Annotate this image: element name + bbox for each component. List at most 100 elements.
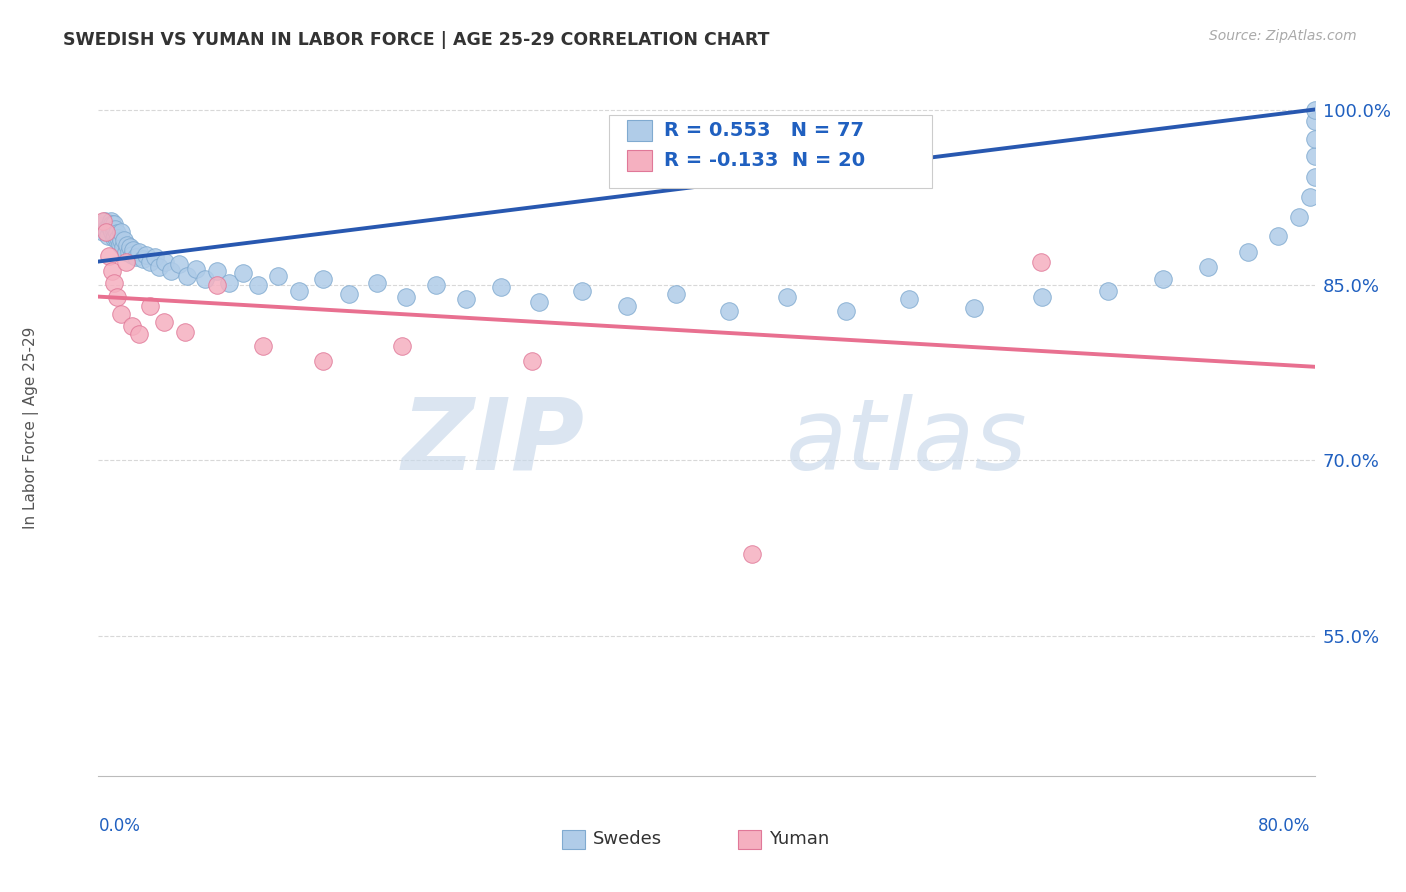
Point [718,303,741,318]
Text: SWEDISH VS YUMAN IN LABOR FORCE | AGE 25-29 CORRELATION CHART: SWEDISH VS YUMAN IN LABOR FORCE | AGE 25… [63,31,769,49]
Point [101,217,124,231]
Point [1031,290,1053,304]
Point [1303,149,1326,163]
FancyBboxPatch shape [609,115,932,188]
Bar [627,120,652,141]
Point [114,245,136,260]
Text: Yuman: Yuman [769,830,830,848]
Point [122,243,145,257]
Point [1303,132,1326,146]
Point [118,245,141,260]
Point [174,325,197,339]
Point [107,231,129,245]
Point [105,234,128,248]
Point [1299,190,1322,204]
Point [135,247,157,261]
Point [103,276,125,290]
Point [101,264,124,278]
Point [665,287,688,301]
Point [91,213,114,227]
Point [337,287,360,301]
Point [776,290,799,304]
Point [152,315,174,329]
Point [252,339,274,353]
Point [456,292,478,306]
Point [160,264,183,278]
Point [1303,103,1326,117]
Point [288,284,311,298]
Point [121,318,143,333]
Point [105,290,128,304]
Point [94,221,117,235]
Point [1303,170,1326,185]
Point [218,276,240,290]
Point [1197,260,1219,275]
Bar [627,150,652,170]
Point [312,272,335,286]
Point [143,250,166,264]
Point [117,238,139,252]
Point [1267,228,1289,243]
Point [100,213,122,227]
Point [1236,245,1258,260]
Point [835,303,858,318]
Text: R = 0.553   N = 77: R = 0.553 N = 77 [664,121,863,140]
Text: 0.0%: 0.0% [98,817,141,835]
Point [91,225,114,239]
Text: In Labor Force | Age 25-29: In Labor Force | Age 25-29 [22,327,39,529]
Point [267,268,290,283]
Point [98,219,121,234]
Point [247,277,270,292]
Point [131,252,153,267]
Point [139,254,162,268]
Point [491,280,513,294]
Text: Source: ZipAtlas.com: Source: ZipAtlas.com [1209,29,1357,43]
Point [963,301,986,316]
Point [391,339,413,353]
Point [184,261,207,276]
Point [110,307,132,321]
Point [100,221,122,235]
Point [1288,210,1310,224]
Point [155,254,177,268]
Text: ZIP: ZIP [402,393,585,491]
Point [1029,254,1052,268]
Point [93,213,115,227]
Point [110,234,132,248]
Point [205,264,228,278]
Point [312,354,335,368]
Point [1152,272,1174,286]
Point [121,247,143,261]
Point [103,231,125,245]
Point [232,266,254,280]
Text: atlas: atlas [786,393,1028,491]
Point [110,225,132,239]
Point [139,299,162,313]
Bar [738,830,761,849]
Point [1097,284,1119,298]
Point [205,277,228,292]
Point [98,249,121,263]
Point [101,225,124,239]
Point [94,225,117,239]
Point [90,219,112,234]
Point [112,234,135,248]
Point [425,277,447,292]
Text: 80.0%: 80.0% [1258,817,1310,835]
Point [897,292,920,306]
Point [120,240,142,254]
Point [104,221,127,235]
Point [194,272,217,286]
Point [167,257,190,271]
Point [108,237,131,252]
Bar [562,830,585,849]
Point [616,299,638,313]
Point [128,245,150,260]
Point [571,284,593,298]
Point [394,290,416,304]
Point [125,250,148,264]
Point [366,276,388,290]
Point [104,228,127,243]
Point [148,260,170,275]
Text: Swedes: Swedes [593,830,662,848]
